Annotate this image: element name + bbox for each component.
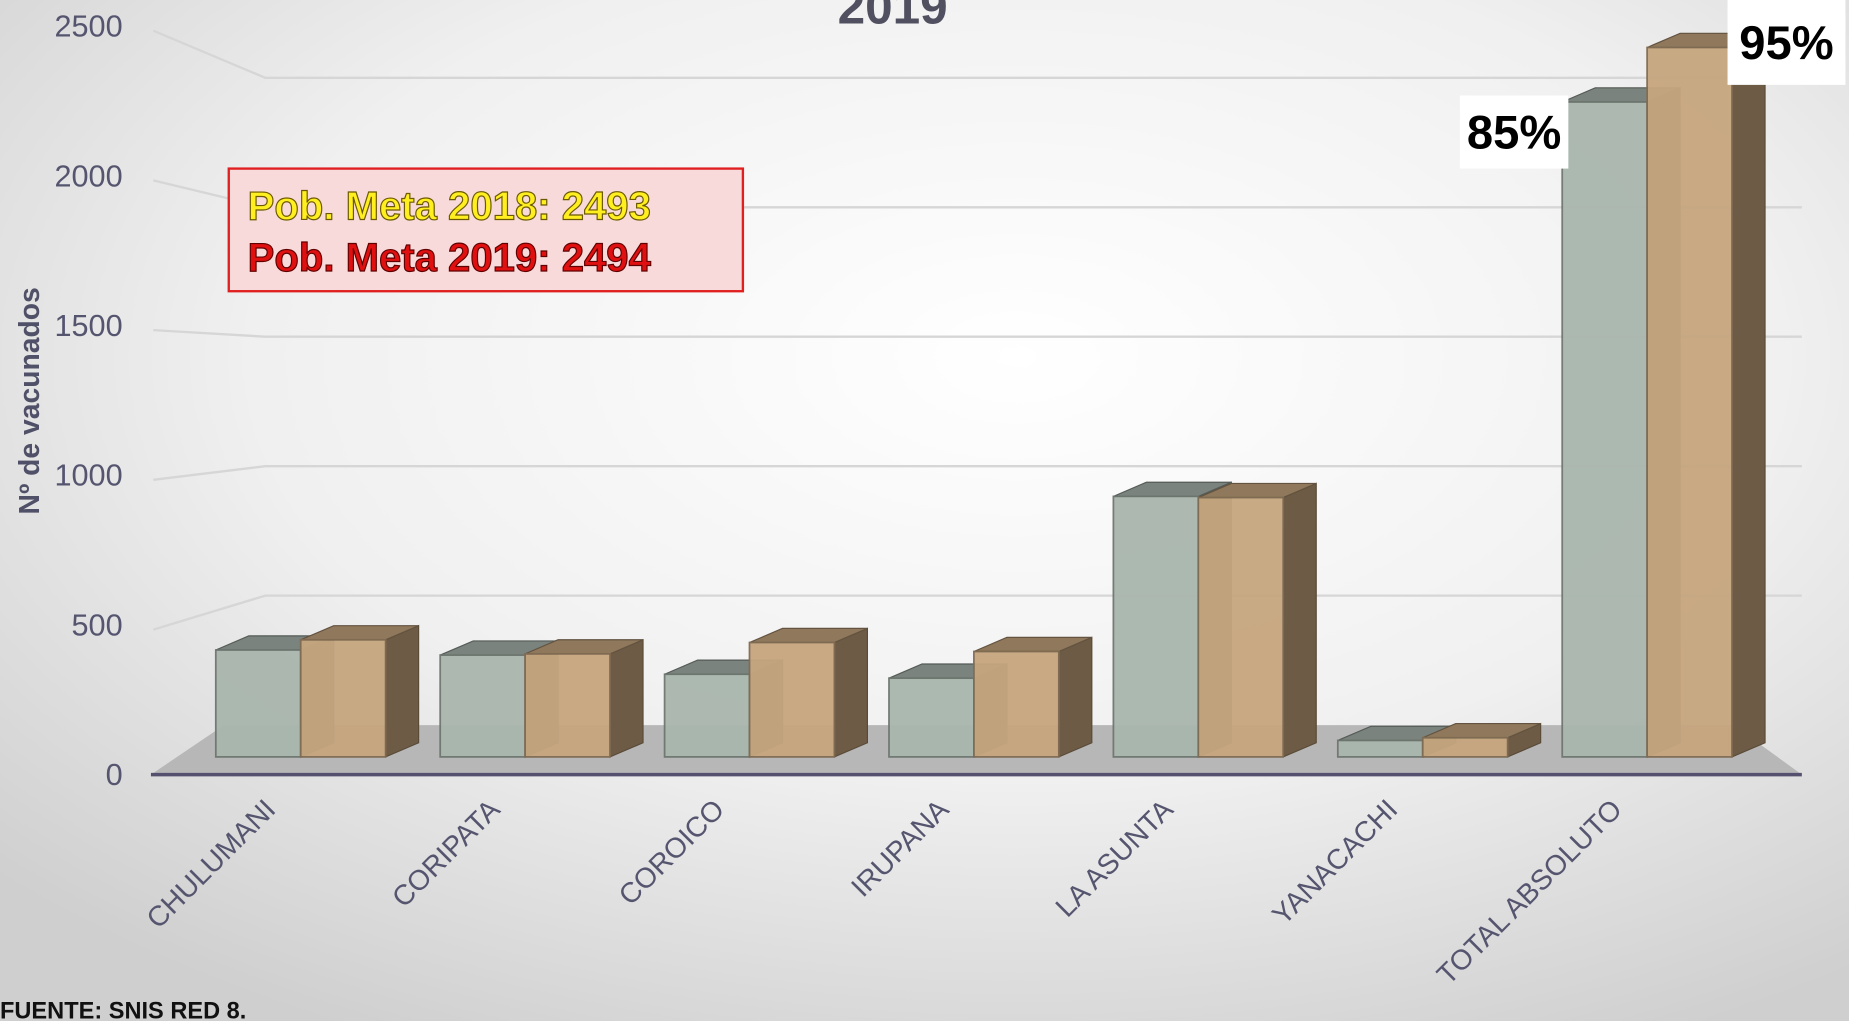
bar xyxy=(973,636,1093,758)
bar-front xyxy=(214,649,302,758)
bar-front xyxy=(1421,736,1509,758)
bar-label: 95% xyxy=(1739,16,1833,69)
y-axis-label: Nº de vacunados xyxy=(13,287,45,514)
bar-front xyxy=(973,650,1060,758)
bar-front xyxy=(1336,739,1424,758)
grid-line xyxy=(153,464,1802,482)
source: FUENTE: SNIS RED 8. xyxy=(0,998,246,1021)
bar-front xyxy=(524,653,611,758)
y-tick-label: 2000 xyxy=(54,159,122,193)
bar-side xyxy=(1058,636,1093,758)
annotation: Pob. Meta 2018: 2493 xyxy=(248,184,651,228)
bar xyxy=(1197,482,1317,758)
grid-line xyxy=(152,29,1802,79)
bar-label-bg xyxy=(1727,0,1846,85)
bar-label-bg xyxy=(1459,95,1569,169)
bar-front xyxy=(1112,495,1200,758)
bars xyxy=(214,32,1766,758)
annotation: Pob. Meta 2019: 2494 xyxy=(248,236,652,280)
bar xyxy=(748,627,869,758)
bar-front xyxy=(1197,496,1285,758)
chart-title: 2019 xyxy=(838,0,948,35)
y-tick-label: 500 xyxy=(72,608,123,642)
y-tick-label: 2500 xyxy=(54,10,122,44)
bar-front xyxy=(299,638,387,758)
y-tick-label: 0 xyxy=(106,758,123,792)
bar xyxy=(299,624,420,758)
bar-front xyxy=(888,677,975,758)
annotation-box xyxy=(227,167,745,293)
grid-line xyxy=(153,328,1802,338)
bar-front xyxy=(748,641,836,758)
bar-front xyxy=(1561,101,1649,758)
bar-side xyxy=(385,624,420,758)
bar-side xyxy=(609,638,644,758)
y-tick-label: 1000 xyxy=(54,459,122,493)
bar-side xyxy=(833,627,869,758)
bar-front xyxy=(439,654,526,758)
bar-label: 85% xyxy=(1467,106,1561,159)
bar-side xyxy=(1731,32,1766,758)
bar xyxy=(524,638,644,758)
bar-side xyxy=(1282,482,1317,758)
bar-front xyxy=(663,673,751,758)
y-tick-label: 1500 xyxy=(54,309,122,343)
bar xyxy=(1646,32,1766,758)
bar xyxy=(1421,722,1542,758)
bar-front xyxy=(1646,46,1733,758)
